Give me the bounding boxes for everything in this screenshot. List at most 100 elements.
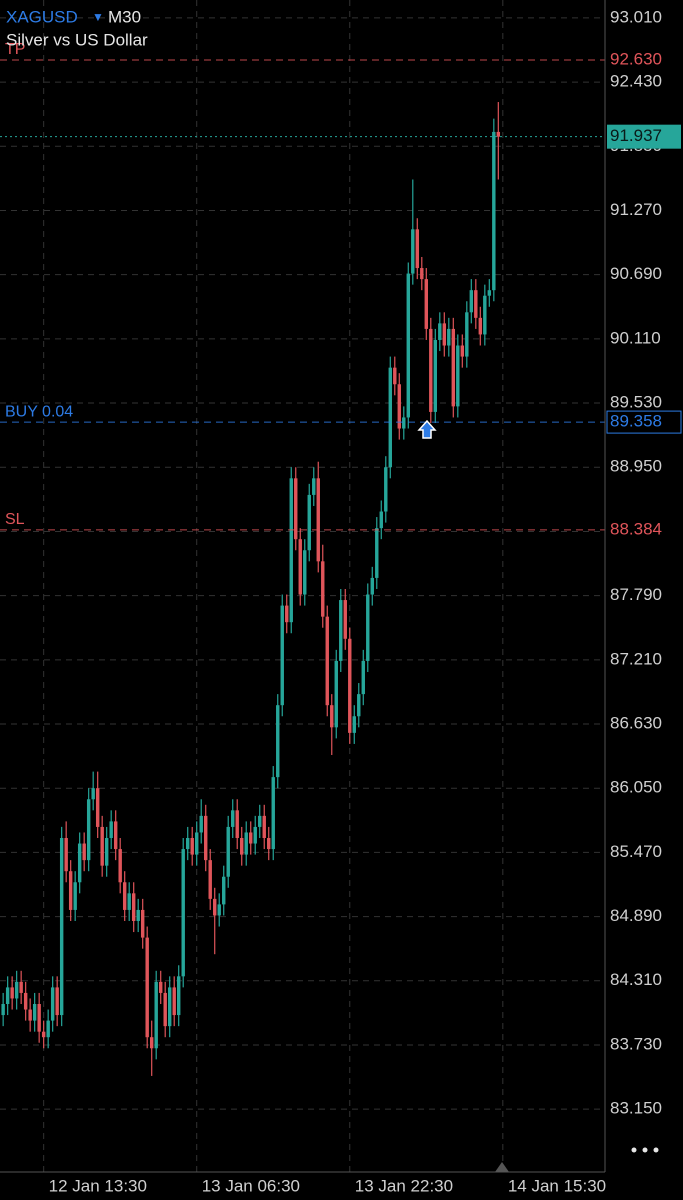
overlays: 92.630 89.358 88.384 91.937 <box>606 48 682 541</box>
y-tick-label: 87.210 <box>610 649 662 668</box>
candle-body <box>1 1004 5 1016</box>
candle-body <box>375 528 379 578</box>
candle-body <box>50 987 55 1021</box>
candle-body <box>149 1037 154 1049</box>
candle-body <box>222 876 226 905</box>
candle-body <box>352 716 356 733</box>
more-menu[interactable] <box>631 1147 659 1153</box>
candle-body <box>424 279 429 329</box>
y-tick-label: 88.950 <box>610 457 662 476</box>
candle-body <box>285 605 289 623</box>
candle-body <box>442 323 447 346</box>
candle-body <box>411 229 415 274</box>
candle-body <box>420 268 424 280</box>
candle-body <box>163 992 167 1027</box>
candle-body <box>280 605 284 706</box>
candle-body <box>55 987 59 1016</box>
candle-body <box>298 539 302 595</box>
candle-body <box>181 849 185 977</box>
candle-body <box>235 810 239 838</box>
candle-body <box>451 328 456 407</box>
candle-body <box>208 860 212 899</box>
buy-arrow <box>417 419 437 439</box>
price-line-label: TP <box>5 41 25 58</box>
candle-body <box>68 871 73 910</box>
candle-body <box>321 561 325 617</box>
candle-body <box>294 478 298 540</box>
candle-body <box>204 815 208 861</box>
candle-body <box>465 312 469 357</box>
candle-body <box>136 909 140 921</box>
candle-body <box>433 339 438 412</box>
candle-body <box>244 832 248 855</box>
y-tick-label: 86.050 <box>610 778 662 797</box>
candle-body <box>316 478 320 562</box>
candle-body <box>32 1004 37 1021</box>
candle-body <box>339 600 343 661</box>
candle-body <box>172 987 176 1016</box>
y-tick-label: 87.790 <box>610 585 662 604</box>
candle-body <box>190 837 194 855</box>
candle-body <box>334 660 338 728</box>
shift-marker[interactable] <box>495 1162 509 1172</box>
subtitle: Silver vs US Dollar <box>6 30 148 49</box>
price-label-box <box>607 48 681 71</box>
candle-body <box>487 290 492 296</box>
price-line-value: 88.384 <box>610 519 662 538</box>
candle-body <box>379 511 383 529</box>
price-line-value: 92.630 <box>610 49 662 68</box>
candle-body <box>131 893 136 921</box>
y-tick-label: 91.270 <box>610 200 662 219</box>
candle-body <box>303 550 307 595</box>
last-price-label: 91.937 <box>610 126 662 145</box>
grid <box>0 0 605 1172</box>
timeframe[interactable]: M30 <box>108 7 141 26</box>
candle-body <box>118 849 122 883</box>
candle-body <box>366 594 370 661</box>
candle-body <box>14 981 19 999</box>
candle-body <box>217 904 221 916</box>
candle-body <box>496 131 501 137</box>
candle-body <box>46 1020 50 1038</box>
candle-body <box>438 323 442 340</box>
candle-body <box>100 826 104 866</box>
candle-body <box>158 981 163 993</box>
candle-body <box>127 893 131 910</box>
price-label-box <box>606 410 682 434</box>
candle-body <box>271 777 275 850</box>
candle-body <box>307 494 311 551</box>
candle-body <box>330 705 334 728</box>
candle-body <box>478 317 483 335</box>
last-price-box <box>607 124 681 149</box>
candle-body <box>213 898 217 916</box>
candle-body <box>91 788 95 800</box>
y-tick-label: 86.630 <box>610 713 662 732</box>
candle-body <box>361 660 365 695</box>
plot <box>1 102 501 1076</box>
candle-body <box>113 821 118 850</box>
y-tick-label: 85.470 <box>610 842 662 861</box>
candle-body <box>492 131 496 291</box>
candle-body <box>312 478 316 495</box>
candle-body <box>370 577 374 595</box>
price-line-label: BUY 0.04 <box>5 403 73 420</box>
candle-body <box>77 843 82 883</box>
candle-body <box>348 638 352 733</box>
candle-body <box>249 832 253 844</box>
price-label-box <box>607 518 681 541</box>
candle-body <box>28 1009 32 1021</box>
candle-body <box>145 937 149 1038</box>
symbol-dropdown[interactable]: ▼ <box>92 10 104 24</box>
symbol[interactable]: XAGUSD <box>6 7 78 26</box>
candle-body <box>469 290 474 313</box>
candle-body <box>258 815 262 827</box>
price-lines: TP BUY 0.04 SL <box>0 41 605 531</box>
candle-body <box>41 1031 46 1038</box>
candle-body <box>415 229 419 269</box>
y-tick-label: 93.010 <box>610 7 662 26</box>
candle-body <box>231 810 235 827</box>
candle-body <box>154 981 158 1049</box>
candle-body <box>343 600 347 639</box>
candle-body <box>325 616 329 706</box>
candle-body <box>176 976 181 1016</box>
